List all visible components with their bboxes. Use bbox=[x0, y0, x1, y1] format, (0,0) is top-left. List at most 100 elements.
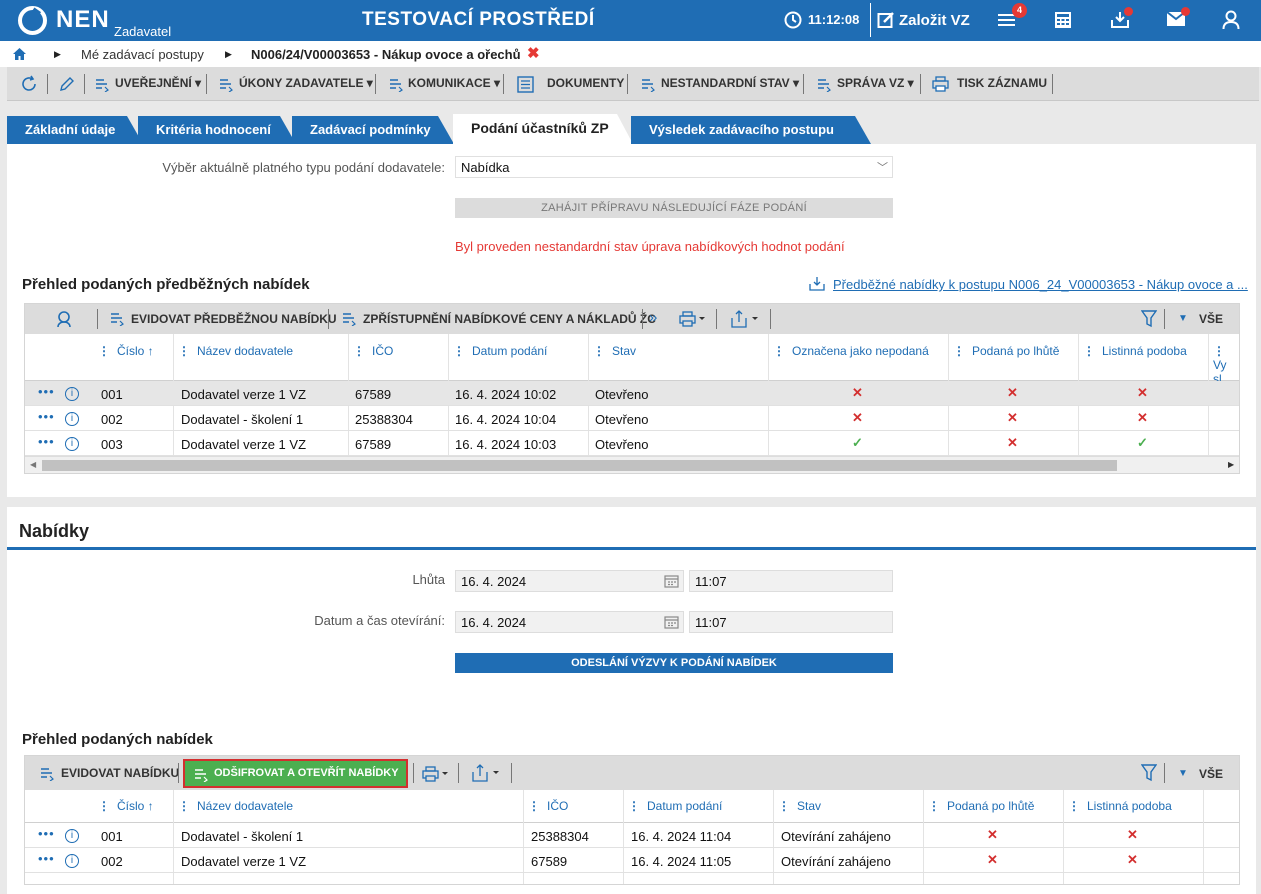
toolbar-acts[interactable]: ÚKONY ZADAVATELE ▾ bbox=[239, 76, 373, 90]
row-actions-icon[interactable]: ••• bbox=[38, 434, 55, 449]
toolbar-publish[interactable]: UVEŘEJNĚNÍ ▾ bbox=[115, 76, 202, 90]
scrollbar-thumb[interactable] bbox=[42, 460, 1117, 471]
row-actions-icon[interactable]: ••• bbox=[38, 384, 55, 399]
column-paper[interactable]: ⋮ Listinná podoba bbox=[1083, 344, 1187, 358]
column-result-label: Vy sl bbox=[1213, 358, 1227, 386]
toolbar-separator bbox=[920, 74, 921, 94]
info-icon[interactable]: i bbox=[65, 387, 79, 401]
filter-icon[interactable] bbox=[1141, 310, 1157, 328]
column-ico[interactable]: ⋮ IČO bbox=[528, 799, 569, 813]
info-icon[interactable]: i bbox=[65, 829, 79, 843]
tab-basic-info[interactable]: Základní údaje bbox=[7, 116, 143, 144]
inbox-download-icon[interactable] bbox=[1110, 7, 1133, 29]
filter-icon[interactable] bbox=[1141, 764, 1157, 782]
column-not-submitted-label: Označena jako nepodaná bbox=[792, 344, 929, 358]
submitted-grid-toolbar: EVIDOVAT NABÍDKU ODŠIFROVAT A OTEVŘÍT NA… bbox=[25, 756, 1239, 790]
preliminary-offers-link[interactable]: Předběžné nabídky k postupu N006_24_V000… bbox=[833, 277, 1248, 292]
calendar-icon[interactable] bbox=[664, 615, 679, 629]
scroll-left-icon[interactable]: ◀ bbox=[30, 460, 37, 469]
cell-supplier: Dodavatel verze 1 VZ bbox=[181, 387, 307, 402]
toolbar-communication[interactable]: KOMUNIKACE ▾ bbox=[408, 76, 501, 90]
deadline-time-input[interactable]: 11:07 bbox=[689, 570, 893, 592]
create-tender-button[interactable]: Založit VZ bbox=[870, 3, 970, 37]
submission-type-select[interactable]: Nabídka ﹀ bbox=[455, 156, 893, 178]
decrypt-open-button[interactable]: ODŠIFROVAT A OTEVŘÍT NABÍDKY bbox=[183, 759, 408, 788]
export-menu-icon[interactable] bbox=[472, 764, 502, 782]
toolbar-management[interactable]: SPRÁVA VZ ▾ bbox=[837, 76, 914, 90]
cell-state: Otevřeno bbox=[595, 412, 649, 427]
table-row[interactable]: ••• i 001 Dodavatel - školení 1 25388304… bbox=[25, 823, 1239, 848]
column-not-submitted[interactable]: ⋮ Označena jako nepodaná bbox=[773, 344, 929, 358]
view-all-label[interactable]: VŠE bbox=[1199, 767, 1224, 781]
column-date[interactable]: ⋮ Datum podání bbox=[628, 799, 723, 813]
column-date[interactable]: ⋮ Datum podání bbox=[453, 344, 548, 358]
breadcrumb-item-procedures[interactable]: Mé zadávací postupy bbox=[81, 47, 204, 62]
decrypt-open-label: ODŠIFROVAT A OTEVŘÍT NABÍDKY bbox=[214, 767, 399, 779]
print-menu-icon[interactable] bbox=[422, 766, 450, 782]
column-state[interactable]: ⋮ Stav bbox=[778, 799, 822, 813]
mail-icon[interactable] bbox=[1166, 7, 1190, 27]
table-row[interactable]: ••• i 002 Dodavatel - školení 1 25388304… bbox=[25, 406, 1239, 431]
row-actions-icon[interactable]: ••• bbox=[38, 851, 55, 866]
breadcrumb-item-current[interactable]: N006/24/V00003653 - Nákup ovoce a ořechů bbox=[251, 47, 521, 62]
print-menu-icon[interactable] bbox=[679, 311, 707, 327]
calculator-icon[interactable] bbox=[1054, 11, 1072, 29]
view-all-label[interactable]: VŠE bbox=[1199, 312, 1224, 326]
column-late[interactable]: ⋮ Podaná po lhůtě bbox=[953, 344, 1060, 358]
info-icon[interactable]: i bbox=[65, 854, 79, 868]
opening-time-input[interactable]: 11:07 bbox=[689, 611, 893, 633]
toolbar-print[interactable]: TISK ZÁZNAMU bbox=[957, 76, 1047, 90]
start-next-phase-button[interactable]: ZAHÁJIT PŘÍPRAVU NÁSLEDUJÍCÍ FÁZE PODÁNÍ bbox=[455, 198, 893, 218]
column-result[interactable]: ⋮ Vy sl bbox=[1213, 344, 1227, 386]
export-menu-icon[interactable] bbox=[731, 310, 761, 328]
toolbar-documents[interactable]: DOKUMENTY bbox=[547, 76, 625, 90]
toolbar-separator bbox=[770, 309, 771, 329]
deadline-date-input[interactable]: 16. 4. 2024 bbox=[455, 570, 684, 592]
column-late[interactable]: ⋮ Podaná po lhůtě bbox=[928, 799, 1035, 813]
nonstandard-warning: Byl proveden nestandardní stav úprava na… bbox=[455, 239, 845, 254]
opening-date-value: 16. 4. 2024 bbox=[461, 615, 527, 630]
home-icon[interactable] bbox=[13, 48, 26, 60]
offers-panel: Nabídky Lhůta 16. 4. 2024 11:07 Datum a … bbox=[7, 507, 1256, 894]
info-icon[interactable]: i bbox=[65, 437, 79, 451]
pencil-icon[interactable] bbox=[58, 75, 74, 93]
table-row[interactable]: ••• i 002 Dodavatel verze 1 VZ 67589 16.… bbox=[25, 848, 1239, 873]
column-number[interactable]: ⋮ Číslo ↑ bbox=[98, 344, 154, 358]
view-dropdown-icon[interactable]: ▼ bbox=[1178, 768, 1188, 779]
refresh-icon[interactable] bbox=[20, 75, 38, 93]
tab-procedure-result[interactable]: Výsledek zadávacího postupu bbox=[631, 116, 871, 144]
tab-tender-conditions[interactable]: Zadávací podmínky bbox=[292, 116, 454, 144]
tab-evaluation-criteria[interactable]: Kritéria hodnocení bbox=[138, 116, 296, 144]
more-chevron-icon[interactable]: » bbox=[649, 309, 658, 326]
view-dropdown-icon[interactable]: ▼ bbox=[1178, 313, 1188, 324]
horizontal-scrollbar[interactable]: ◀ ▶ bbox=[25, 456, 1239, 473]
user-icon[interactable] bbox=[1222, 10, 1240, 30]
column-ico[interactable]: ⋮ IČO bbox=[353, 344, 394, 358]
table-row[interactable]: ••• i 001 Dodavatel verze 1 VZ 67589 16.… bbox=[25, 381, 1239, 406]
user-search-icon[interactable] bbox=[55, 310, 73, 328]
column-paper[interactable]: ⋮ Listinná podoba bbox=[1068, 799, 1172, 813]
column-number[interactable]: ⋮ Číslo ↑ bbox=[98, 799, 154, 813]
menu-icon[interactable]: 4 bbox=[997, 3, 1027, 30]
scroll-right-icon[interactable]: ▶ bbox=[1228, 460, 1235, 469]
opening-date-input[interactable]: 16. 4. 2024 bbox=[455, 611, 684, 633]
column-supplier[interactable]: ⋮ Název dodavatele bbox=[178, 799, 294, 813]
cell-state: Otevřeno bbox=[595, 387, 649, 402]
close-procedure-icon[interactable]: ✖ bbox=[527, 45, 540, 62]
column-supplier[interactable]: ⋮ Název dodavatele bbox=[178, 344, 294, 358]
toolbar-nonstandard[interactable]: NESTANDARDNÍ STAV ▾ bbox=[661, 76, 800, 90]
register-preliminary-button[interactable]: EVIDOVAT PŘEDBĚŽNOU NABÍDKU bbox=[131, 312, 337, 326]
column-state[interactable]: ⋮ Stav bbox=[593, 344, 637, 358]
tab-participant-submissions[interactable]: Podání účastníků ZP bbox=[453, 114, 633, 144]
calendar-icon[interactable] bbox=[664, 574, 679, 588]
column-paper-label: Listinná podoba bbox=[1102, 344, 1187, 358]
toolbar-separator bbox=[511, 763, 512, 783]
table-row[interactable]: ••• i 003 Dodavatel verze 1 VZ 67589 16.… bbox=[25, 431, 1239, 456]
info-icon[interactable]: i bbox=[65, 412, 79, 426]
row-actions-icon[interactable]: ••• bbox=[38, 826, 55, 841]
send-invitation-button[interactable]: ODESLÁNÍ VÝZVY K PODÁNÍ NABÍDEK bbox=[455, 653, 893, 673]
disclose-price-button[interactable]: ZPŘÍSTUPNĚNÍ NABÍDKOVÉ CENY A NÁKLADŮ ŽC bbox=[363, 312, 656, 326]
register-offer-button[interactable]: EVIDOVAT NABÍDKU bbox=[61, 766, 180, 780]
check-icon: ✓ bbox=[852, 435, 863, 450]
row-actions-icon[interactable]: ••• bbox=[38, 409, 55, 424]
